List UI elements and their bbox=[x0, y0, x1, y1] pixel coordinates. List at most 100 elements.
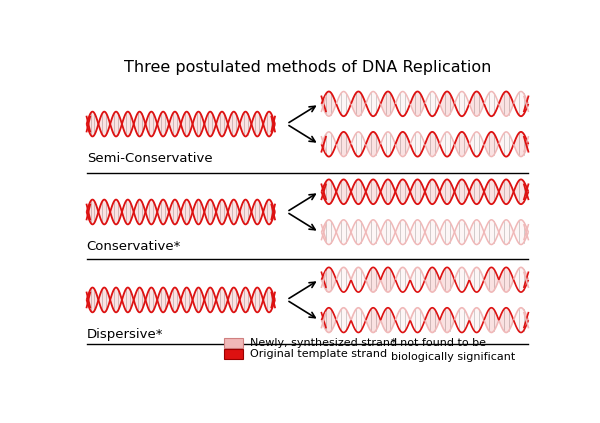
Polygon shape bbox=[440, 91, 455, 116]
Polygon shape bbox=[251, 200, 263, 224]
Text: Dispersive*: Dispersive* bbox=[86, 328, 163, 341]
Polygon shape bbox=[455, 132, 469, 157]
Text: Semi-Conservative: Semi-Conservative bbox=[86, 152, 212, 165]
Polygon shape bbox=[440, 132, 455, 157]
Polygon shape bbox=[134, 112, 146, 137]
Polygon shape bbox=[110, 288, 122, 312]
Polygon shape bbox=[336, 91, 351, 116]
Polygon shape bbox=[216, 288, 228, 312]
Polygon shape bbox=[322, 220, 336, 244]
Polygon shape bbox=[146, 288, 157, 312]
Polygon shape bbox=[514, 91, 529, 116]
Polygon shape bbox=[193, 288, 205, 312]
Polygon shape bbox=[395, 267, 410, 292]
Polygon shape bbox=[395, 91, 410, 116]
Polygon shape bbox=[263, 200, 275, 224]
Polygon shape bbox=[122, 112, 134, 137]
Polygon shape bbox=[410, 220, 425, 244]
Polygon shape bbox=[395, 220, 410, 244]
Polygon shape bbox=[169, 200, 181, 224]
Bar bbox=[224, 338, 244, 348]
Polygon shape bbox=[440, 220, 455, 244]
Polygon shape bbox=[351, 308, 366, 332]
Polygon shape bbox=[322, 308, 336, 332]
Polygon shape bbox=[98, 288, 110, 312]
Polygon shape bbox=[484, 179, 499, 204]
Polygon shape bbox=[469, 220, 484, 244]
Polygon shape bbox=[146, 112, 157, 137]
Polygon shape bbox=[351, 179, 366, 204]
Polygon shape bbox=[322, 179, 336, 204]
Polygon shape bbox=[514, 308, 529, 332]
Polygon shape bbox=[228, 200, 240, 224]
Polygon shape bbox=[322, 91, 336, 116]
Polygon shape bbox=[181, 200, 193, 224]
Polygon shape bbox=[499, 267, 514, 292]
Polygon shape bbox=[86, 200, 98, 224]
Polygon shape bbox=[193, 200, 205, 224]
Polygon shape bbox=[484, 220, 499, 244]
Polygon shape bbox=[351, 91, 366, 116]
Polygon shape bbox=[410, 267, 425, 292]
Polygon shape bbox=[205, 112, 216, 137]
Polygon shape bbox=[425, 132, 440, 157]
Polygon shape bbox=[395, 179, 410, 204]
Polygon shape bbox=[455, 91, 469, 116]
Polygon shape bbox=[351, 132, 366, 157]
Polygon shape bbox=[499, 179, 514, 204]
Polygon shape bbox=[469, 308, 484, 332]
Polygon shape bbox=[410, 308, 425, 332]
Polygon shape bbox=[366, 91, 380, 116]
Polygon shape bbox=[380, 179, 395, 204]
Polygon shape bbox=[146, 200, 157, 224]
Polygon shape bbox=[134, 288, 146, 312]
Polygon shape bbox=[440, 179, 455, 204]
Polygon shape bbox=[366, 267, 380, 292]
Polygon shape bbox=[410, 91, 425, 116]
Polygon shape bbox=[455, 267, 469, 292]
Polygon shape bbox=[157, 112, 169, 137]
Polygon shape bbox=[366, 132, 380, 157]
Polygon shape bbox=[98, 112, 110, 137]
Polygon shape bbox=[122, 288, 134, 312]
Polygon shape bbox=[322, 267, 336, 292]
Bar bbox=[224, 349, 244, 359]
Polygon shape bbox=[514, 179, 529, 204]
Polygon shape bbox=[240, 112, 251, 137]
Polygon shape bbox=[228, 288, 240, 312]
Polygon shape bbox=[86, 288, 98, 312]
Polygon shape bbox=[181, 288, 193, 312]
Polygon shape bbox=[263, 288, 275, 312]
Polygon shape bbox=[351, 220, 366, 244]
Polygon shape bbox=[322, 132, 336, 157]
Polygon shape bbox=[499, 91, 514, 116]
Polygon shape bbox=[263, 112, 275, 137]
Polygon shape bbox=[410, 132, 425, 157]
Polygon shape bbox=[440, 308, 455, 332]
Polygon shape bbox=[228, 112, 240, 137]
Polygon shape bbox=[469, 132, 484, 157]
Polygon shape bbox=[86, 112, 98, 137]
Text: Three postulated methods of DNA Replication: Three postulated methods of DNA Replicat… bbox=[124, 60, 491, 75]
Polygon shape bbox=[499, 220, 514, 244]
Polygon shape bbox=[366, 308, 380, 332]
Polygon shape bbox=[216, 200, 228, 224]
Polygon shape bbox=[205, 288, 216, 312]
Polygon shape bbox=[251, 288, 263, 312]
Polygon shape bbox=[425, 179, 440, 204]
Polygon shape bbox=[484, 91, 499, 116]
Polygon shape bbox=[514, 220, 529, 244]
Polygon shape bbox=[455, 220, 469, 244]
Polygon shape bbox=[380, 267, 395, 292]
Polygon shape bbox=[366, 179, 380, 204]
Polygon shape bbox=[240, 200, 251, 224]
Polygon shape bbox=[380, 132, 395, 157]
Polygon shape bbox=[336, 132, 351, 157]
Polygon shape bbox=[410, 179, 425, 204]
Polygon shape bbox=[336, 308, 351, 332]
Polygon shape bbox=[425, 91, 440, 116]
Polygon shape bbox=[484, 132, 499, 157]
Polygon shape bbox=[425, 308, 440, 332]
Polygon shape bbox=[455, 179, 469, 204]
Polygon shape bbox=[181, 112, 193, 137]
